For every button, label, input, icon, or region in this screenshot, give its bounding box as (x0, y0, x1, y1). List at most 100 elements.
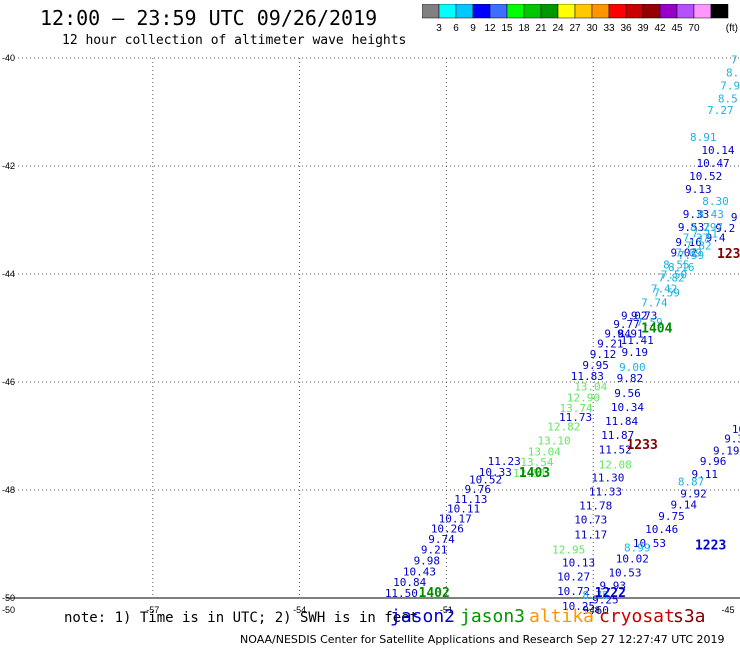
wave-height-value: 7.9 (720, 79, 740, 92)
wave-height-value: 9.95 (582, 359, 609, 372)
wave-height-value: 13.54 (520, 456, 553, 469)
colorbar-tick-label: 30 (586, 23, 598, 34)
colorbar-tick-label: 33 (603, 23, 615, 34)
wave-height-value: 9.2 (715, 222, 735, 235)
wave-height-value: 9.13 (685, 183, 712, 196)
track-pass-label: 1223 (695, 538, 726, 553)
wave-height-value: 9.25 (592, 593, 619, 606)
wave-height-value: 10.02 (616, 552, 649, 565)
wave-height-value: 7.37 (683, 232, 710, 245)
wave-height-value: 10.13 (562, 557, 595, 570)
wave-height-value: 7.82 (685, 240, 712, 253)
colorbar-tick-label: 12 (484, 23, 496, 34)
colorbar-tick-label: 27 (569, 23, 581, 34)
track-pass-label: 1402 (419, 586, 450, 601)
colorbar-swatch (710, 4, 729, 19)
wave-height-value: 9.02 (670, 247, 697, 260)
wave-height-value: 10.46 (645, 523, 678, 536)
wave-height-value: 9 (731, 211, 738, 224)
wave-height-value: 13.04 (528, 445, 561, 458)
wave-height-value: 9.19 (622, 346, 649, 359)
wave-height-value: 7.42 (651, 282, 678, 295)
legend-s3a: s3a (673, 606, 706, 627)
wave-height-value: 7.09 (675, 247, 702, 260)
wave-height-value: 9.33 (683, 208, 710, 221)
track-pass-label: 1233 (717, 247, 740, 262)
wave-height-value: 9.84 (604, 328, 631, 341)
wave-height-value: 9.77 (613, 318, 640, 331)
wave-height-value: 9.93 (600, 579, 627, 592)
colorbar-tick-label: 39 (637, 23, 649, 34)
x-tick-label: -48 (587, 605, 600, 615)
colorbar-tick-label: 24 (552, 23, 564, 34)
wave-height-value: 10.25 (562, 600, 595, 613)
wave-height-value: 13.74 (560, 402, 593, 415)
wave-height-value: 10.52 (469, 474, 502, 487)
colorbar-tick-label: 9 (470, 23, 476, 34)
x-tick-label: -54 (293, 605, 306, 615)
wave-height-value: 9.3 (724, 432, 740, 445)
wave-height-value: 7.11 (692, 227, 719, 240)
y-tick-label: -50 (2, 605, 15, 615)
wave-height-value: 11.13 (454, 493, 487, 506)
wave-height-value: 11.83 (571, 370, 604, 383)
wave-height-value: 13.04 (574, 381, 607, 394)
wave-height-value: 10.17 (439, 512, 472, 525)
colorbar-tick-label: 70 (688, 23, 700, 34)
wave-height-value: 8.30 (702, 195, 729, 208)
wave-height-value: 7.74 (641, 296, 668, 309)
wave-height-value: 11.73 (559, 411, 592, 424)
y-tick-label: -44 (2, 269, 15, 279)
series-jason3: 13.0412.9013.7412.8213.1013.0413.5412.51… (513, 381, 632, 557)
wave-height-value: 9.00 (619, 361, 646, 374)
wave-height-value: 10.47 (697, 157, 730, 170)
track-pass-label: 1222 (595, 586, 626, 601)
wave-height-value: 9.75 (658, 510, 685, 523)
wave-height-value: 9.76 (464, 483, 491, 496)
wave-height-value: 9.14 (670, 498, 697, 511)
wave-height-value: 9.02 (621, 309, 648, 322)
wave-height-value: 9.21 (597, 337, 624, 350)
wave-height-value: 8.16 (668, 261, 695, 274)
legend-altika: altika (529, 606, 595, 627)
track-pass-label: 1404 (641, 321, 672, 336)
track-labels: 1402 1403 1404 1222 1223 1233 1233 (419, 247, 740, 601)
x-tick-label: -57 (146, 605, 159, 615)
wave-height-value: 7.27 (707, 104, 734, 117)
wave-height-value: 9.56 (614, 387, 641, 400)
legend-jason3: jason3 (460, 606, 526, 627)
wave-height-value: 8.29 (690, 221, 717, 234)
colorbar-unit: (ft) (726, 23, 738, 34)
wave-height-value: 11.30 (591, 471, 624, 484)
chart-title: 12:00 — 23:59 UTC 09/26/2019 (40, 6, 378, 30)
y-tick-label: -48 (2, 485, 15, 495)
track-pass-label: 1233 (626, 438, 657, 453)
wave-height-value: 9.74 (428, 533, 455, 546)
wave-height-value: 11.78 (579, 499, 612, 512)
wave-height-value: 9.4 (706, 232, 726, 245)
y-tick-label: -46 (2, 377, 15, 387)
wave-height-value: 11.84 (605, 415, 638, 428)
wave-height-value: 10.53 (608, 566, 641, 579)
wave-height-value: 10.11 (447, 503, 480, 516)
colorbar-tick-label: 36 (620, 23, 632, 34)
wave-height-value: 9.11 (692, 468, 719, 481)
wave-height-value: 7.7 (703, 221, 723, 234)
wave-height-value: 10.52 (689, 170, 722, 183)
y-tick-label: -40 (2, 53, 15, 63)
series-altika: 7.8.7.98.57.27 8.91 8.308.438.297.77.377.1… (582, 53, 740, 602)
wave-height-value: 7.50 (661, 268, 688, 281)
wave-height-value: 12.82 (547, 421, 580, 434)
colorbar-tick-label: 21 (535, 23, 547, 34)
wave-height-value: 7.59 (653, 287, 680, 300)
colorbar-tick-label: 15 (501, 23, 513, 34)
wave-height-value: 9.21 (421, 544, 448, 557)
wave-height-value: 8.75 (582, 589, 609, 602)
colorbar-tick-label: 6 (453, 23, 459, 34)
colorbar-tick-label: 3 (436, 23, 442, 34)
wave-height-value: 9.91 (617, 328, 644, 341)
wave-height-value: 9.60 (582, 604, 609, 617)
wave-height-value: 11.41 (621, 334, 654, 347)
wave-height-value: 8.91 (690, 131, 717, 144)
